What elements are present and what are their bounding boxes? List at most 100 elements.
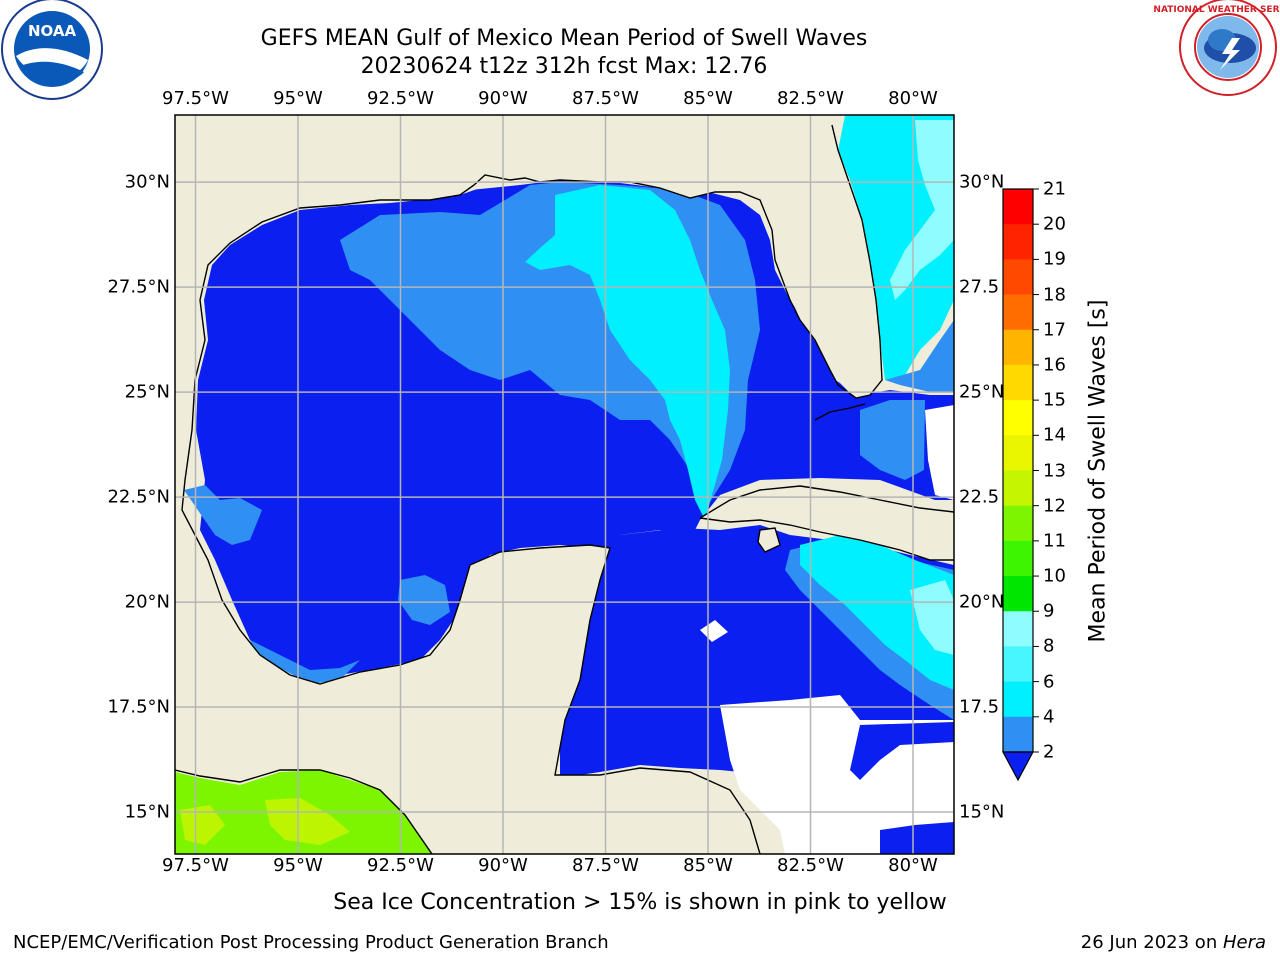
colorbar-tick-label: 19 bbox=[1043, 248, 1066, 270]
no-data-patch-3 bbox=[925, 405, 954, 500]
colorbar-bin bbox=[1003, 435, 1033, 471]
pacific-swell-11-12-b bbox=[265, 798, 350, 845]
lon-tick-top: 95°W bbox=[273, 88, 323, 109]
atlantic-swell-8-9 bbox=[890, 120, 954, 300]
lat-tick-left: 30°N bbox=[124, 171, 170, 193]
lon-tick-bottom: 87.5°W bbox=[572, 855, 639, 876]
chart-subtitle: 20230624 t12z 312h fcst Max: 12.76 bbox=[360, 54, 768, 79]
caribbean-se-2-4 bbox=[880, 822, 954, 854]
footer-date-block: 26 Jun 2023 on Hera bbox=[1081, 932, 1266, 953]
coastlines bbox=[175, 124, 954, 854]
colorbar-tick-label: 10 bbox=[1043, 565, 1066, 587]
land-florida bbox=[760, 115, 882, 398]
lon-tick-top: 80°W bbox=[888, 88, 938, 109]
colorbar-bin bbox=[1003, 505, 1033, 542]
colorbar-bin bbox=[1003, 470, 1033, 507]
colorbar-tick-label: 2 bbox=[1043, 741, 1055, 763]
lon-tick-bottom: 80°W bbox=[888, 855, 938, 876]
coastline-keys bbox=[814, 403, 866, 421]
colorbar-tick-label: 14 bbox=[1043, 424, 1066, 446]
chart-title: GEFS MEAN Gulf of Mexico Mean Period of … bbox=[260, 26, 868, 51]
land-isla-juventud bbox=[758, 528, 780, 552]
land-cuba bbox=[700, 486, 954, 560]
coastline-pacific bbox=[175, 769, 433, 854]
gridlines bbox=[175, 115, 954, 854]
lon-tick-top: 85°W bbox=[683, 88, 733, 109]
footer-date: 26 Jun 2023 on bbox=[1080, 932, 1223, 953]
colorbar-extend-arrow bbox=[1001, 751, 1035, 782]
colorbar-tick-label: 13 bbox=[1043, 460, 1066, 481]
lat-tick-right: 22.5 bbox=[959, 486, 1000, 508]
coastline-texas-mexico bbox=[181, 184, 761, 854]
gulf-swell-6-8 bbox=[525, 185, 730, 520]
lat-tick-left: 22.5°N bbox=[107, 486, 170, 508]
colorbar-bin bbox=[1003, 224, 1033, 260]
map-plot bbox=[175, 115, 954, 854]
lon-tick-bottom: 95°W bbox=[273, 855, 323, 876]
lat-tick-right: 25°N bbox=[959, 381, 1005, 403]
colorbar-bin bbox=[1003, 294, 1033, 331]
lat-tick-right: 17.5 bbox=[959, 696, 1000, 718]
map-frame bbox=[174, 114, 955, 855]
coastline-gulf bbox=[473, 124, 883, 399]
sea-ice-note: Sea Ice Concentration > 15% is shown in … bbox=[333, 890, 947, 915]
lon-tick-top: 92.5°W bbox=[367, 88, 434, 109]
colorbar-bin bbox=[1003, 259, 1033, 296]
colorbar-bin bbox=[1003, 329, 1033, 366]
lat-tick-right: 30°N bbox=[959, 171, 1005, 193]
colorbar-tick-label: 4 bbox=[1043, 706, 1055, 728]
colorbar-label: Mean Period of Swell Waves [s] bbox=[1085, 299, 1111, 643]
colorbar-tick-label: 6 bbox=[1043, 671, 1055, 693]
lat-tick-left: 15°N bbox=[124, 801, 170, 823]
footer-machine: Hera bbox=[1222, 932, 1266, 953]
gulf-swell-4-6-south bbox=[398, 575, 450, 625]
lat-tick-right: 15°N bbox=[959, 801, 1005, 823]
gulf-swell-4-6-east bbox=[860, 400, 925, 480]
colorbar-tick-label: 18 bbox=[1043, 284, 1066, 306]
colorbar-bin bbox=[1003, 611, 1033, 647]
lat-tick-left: 20°N bbox=[124, 591, 170, 613]
caribbean-swell-6-8 bbox=[800, 535, 954, 690]
lon-tick-top: 90°W bbox=[478, 88, 528, 109]
caribbean-swell-8-9 bbox=[910, 580, 954, 655]
lat-tick-left: 25°N bbox=[124, 381, 170, 403]
colorbar-tick-label: 20 bbox=[1043, 213, 1066, 235]
gulf-swell-4-6-west bbox=[184, 485, 262, 545]
colorbar-tick-label: 9 bbox=[1043, 600, 1055, 622]
colorbar-bin bbox=[1003, 576, 1033, 612]
gulf-swell-2-4 bbox=[196, 180, 954, 680]
footer-credit: NCEP/EMC/Verification Post Processing Pr… bbox=[13, 932, 609, 953]
lat-tick-right: 27.5 bbox=[959, 276, 1000, 298]
caribbean-south-2-4 bbox=[850, 722, 954, 780]
colorbar-tick-label: 21 bbox=[1043, 178, 1066, 200]
lon-tick-top: 82.5°W bbox=[777, 88, 844, 109]
colorbar-bin bbox=[1003, 540, 1033, 577]
colorbar-bin bbox=[1003, 681, 1033, 718]
no-data-patch-2 bbox=[700, 620, 728, 642]
coastline-isla bbox=[757, 527, 781, 553]
lat-tick-right: 20°N bbox=[959, 591, 1005, 613]
colorbar-bin bbox=[1003, 646, 1033, 683]
lat-tick-left: 27.5°N bbox=[107, 276, 170, 298]
lon-tick-bottom: 90°W bbox=[478, 855, 528, 876]
atlantic-swell-4-6 bbox=[885, 320, 954, 392]
colorbar-bin bbox=[1003, 400, 1033, 436]
colorbar-tick-label: 17 bbox=[1043, 319, 1066, 341]
colorbar-tick-label: 15 bbox=[1043, 389, 1066, 411]
lon-tick-bottom: 82.5°W bbox=[777, 855, 844, 876]
lon-tick-bottom: 92.5°W bbox=[367, 855, 434, 876]
pacific-swell-11-12-a bbox=[180, 805, 225, 845]
colorbar-tick-label: 11 bbox=[1043, 530, 1066, 552]
lat-tick-left: 17.5°N bbox=[107, 696, 170, 718]
colorbar-tick-label: 16 bbox=[1043, 354, 1066, 376]
lon-tick-bottom: 85°W bbox=[683, 855, 733, 876]
colorbar-tick-label: 8 bbox=[1043, 635, 1055, 657]
gulf-swell-4-6-coast bbox=[250, 640, 360, 684]
colorbar-bin bbox=[1003, 364, 1033, 401]
lon-tick-top: 87.5°W bbox=[572, 88, 639, 109]
lon-tick-top: 97.5°W bbox=[162, 88, 229, 109]
lon-tick-bottom: 97.5°W bbox=[162, 855, 229, 876]
colorbar-bin bbox=[1003, 716, 1033, 753]
colorbar-bin bbox=[1003, 189, 1033, 225]
